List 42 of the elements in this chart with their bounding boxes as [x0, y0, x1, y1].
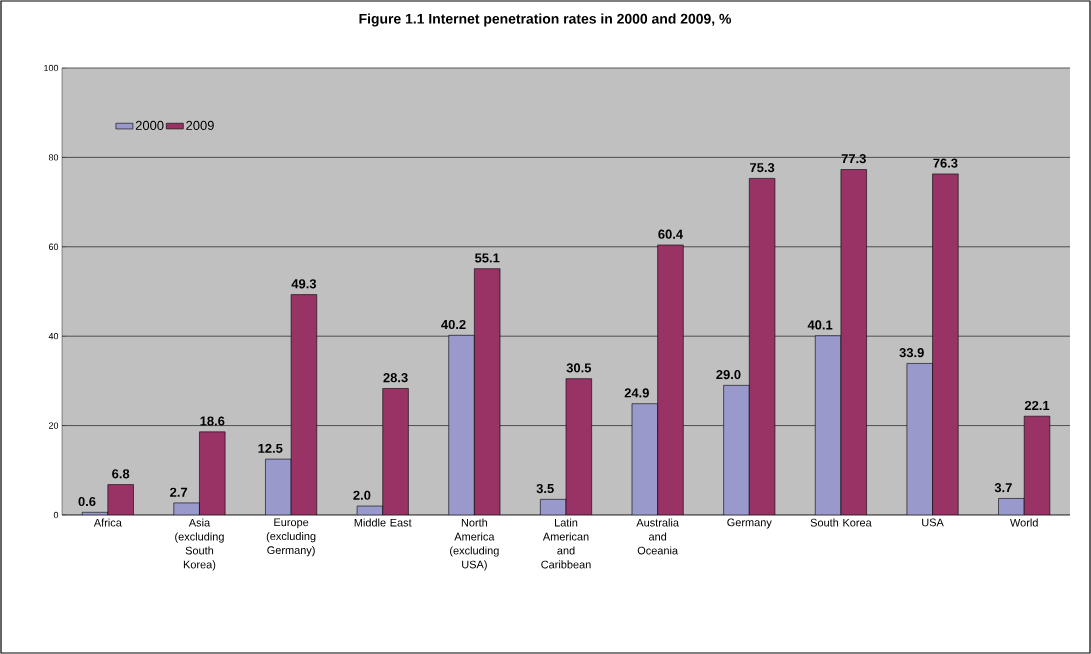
data-label: 22.1 [1024, 400, 1050, 410]
x-tick-label: Australia and Oceania [636, 518, 679, 555]
x-tick-label: Europe (excluding Germany) [266, 518, 316, 557]
data-label: 6.8 [112, 469, 130, 479]
x-tick-label: Latin American and Caribbean [541, 518, 591, 569]
data-label: 76.3 [933, 158, 958, 168]
data-label: 75.3 [750, 163, 775, 173]
x-tick-label: World [1010, 518, 1038, 527]
data-label: 3.5 [536, 483, 554, 494]
data-label: 12.5 [258, 443, 283, 453]
data-label: 24.9 [624, 388, 649, 398]
data-label: 40.1 [807, 320, 833, 330]
data-label: 0.6 [78, 496, 96, 507]
data-label: 3.7 [994, 483, 1012, 493]
data-label: 60.4 [658, 229, 684, 239]
y-tick-label: 20 [48, 422, 59, 429]
x-tick-label: Germany [727, 518, 772, 529]
x-tick-label: Middle East [354, 518, 412, 527]
y-tick-label: 60 [48, 243, 59, 250]
x-tick-label: South Korea [810, 518, 872, 527]
data-label: 30.5 [566, 363, 592, 373]
legend-label: 2000 [135, 120, 164, 130]
data-label: 40.2 [441, 319, 466, 330]
data-label: 2.7 [170, 487, 188, 497]
data-label: 28.3 [383, 373, 408, 383]
x-tick-label: USA [922, 518, 944, 527]
data-label: 49.3 [291, 279, 317, 289]
y-tick-label: 100 [44, 64, 59, 72]
x-tick-label: Africa [93, 518, 122, 527]
data-label: 29.0 [716, 369, 741, 380]
x-tick-label: North America (excluding USA) [450, 518, 499, 571]
y-tick-label: 40 [48, 333, 59, 340]
y-tick-label: 80 [48, 154, 59, 161]
data-label: 18.6 [200, 416, 225, 426]
legend-label: 2009 [186, 120, 214, 130]
data-label: 2.0 [353, 490, 371, 500]
x-tick-label: Asia (excluding South Korea) [175, 518, 224, 571]
data-label: 55.1 [475, 253, 500, 263]
y-tick-label: 0 [53, 511, 59, 519]
data-label: 77.3 [841, 154, 866, 164]
data-label: 33.9 [899, 348, 924, 358]
chart-title: Figure 1.1 Internet penetration rates in 2000 and 2009, % [359, 13, 732, 27]
